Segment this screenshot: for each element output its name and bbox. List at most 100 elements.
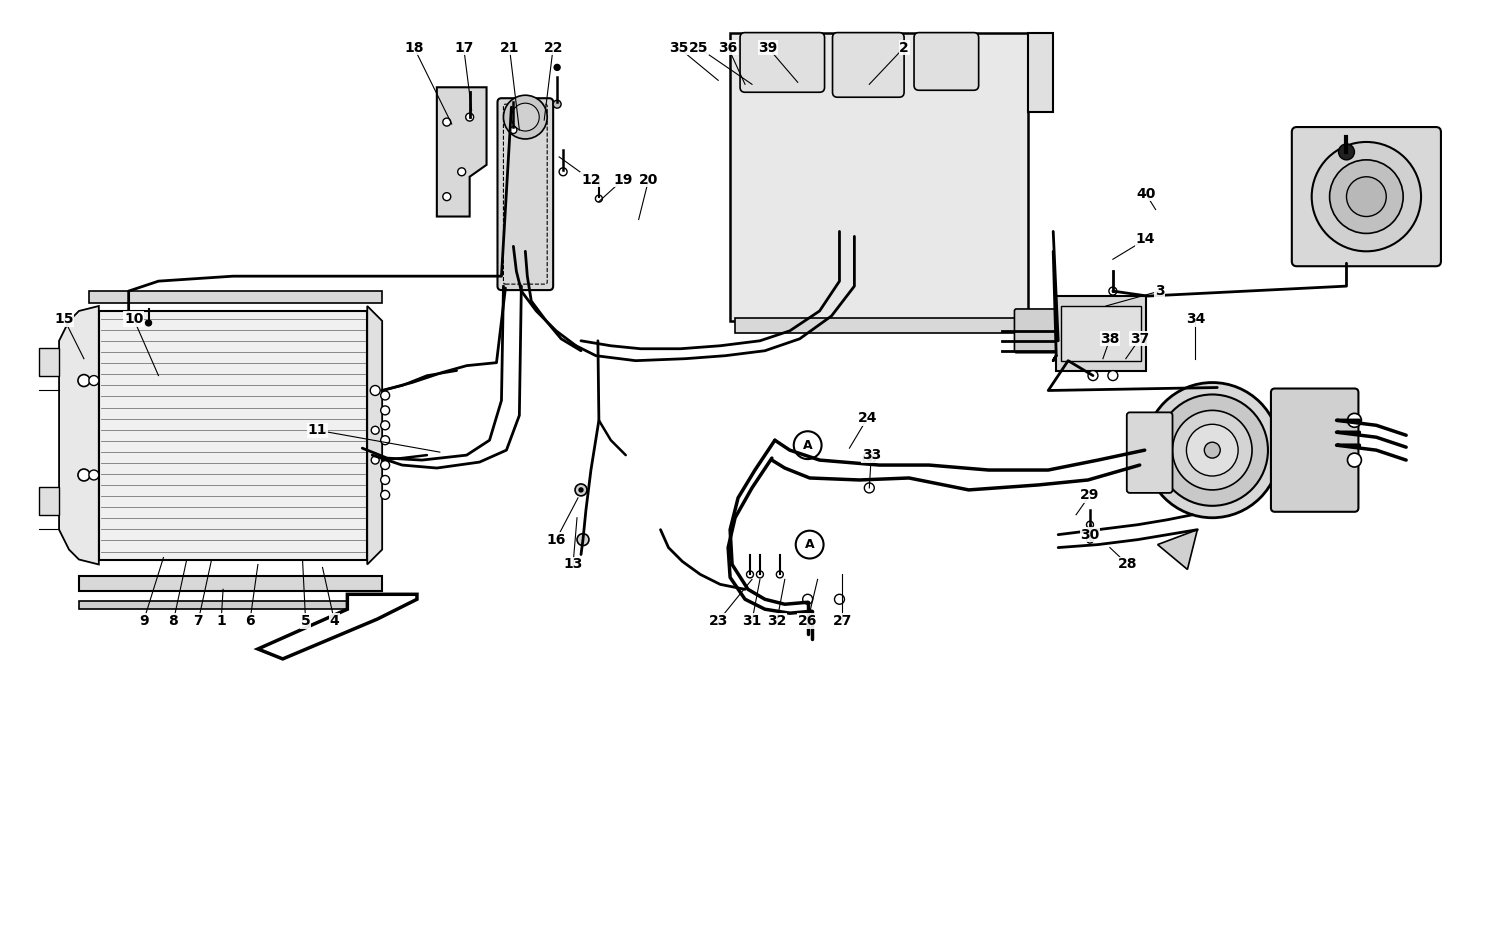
Text: 34: 34 bbox=[1185, 312, 1204, 326]
Circle shape bbox=[1347, 413, 1362, 428]
Bar bbox=[735, 318, 1023, 332]
Text: 8: 8 bbox=[168, 614, 178, 628]
Text: 38: 38 bbox=[1100, 332, 1119, 346]
Text: 37: 37 bbox=[1130, 332, 1149, 346]
Circle shape bbox=[1156, 394, 1268, 505]
Circle shape bbox=[504, 95, 548, 139]
Text: 14: 14 bbox=[1136, 233, 1155, 246]
Circle shape bbox=[756, 571, 764, 578]
Circle shape bbox=[867, 456, 871, 461]
Text: 19: 19 bbox=[614, 173, 633, 187]
Text: A: A bbox=[802, 439, 813, 451]
Circle shape bbox=[1338, 144, 1354, 160]
Circle shape bbox=[578, 534, 590, 545]
Text: 25: 25 bbox=[688, 41, 708, 54]
Text: 13: 13 bbox=[564, 558, 582, 572]
Text: 23: 23 bbox=[708, 614, 728, 628]
FancyBboxPatch shape bbox=[740, 32, 825, 92]
Bar bbox=[730, 32, 1029, 321]
Circle shape bbox=[802, 595, 813, 604]
FancyBboxPatch shape bbox=[1126, 412, 1173, 493]
Text: 24: 24 bbox=[858, 411, 877, 426]
Circle shape bbox=[554, 100, 561, 108]
Text: 32: 32 bbox=[766, 614, 786, 628]
Circle shape bbox=[381, 436, 390, 445]
Circle shape bbox=[1108, 370, 1118, 381]
Circle shape bbox=[560, 168, 567, 176]
Text: 17: 17 bbox=[454, 41, 474, 54]
Circle shape bbox=[381, 461, 390, 469]
Circle shape bbox=[1329, 160, 1402, 234]
Bar bbox=[80, 601, 382, 609]
Text: 20: 20 bbox=[639, 173, 658, 187]
Text: 1: 1 bbox=[216, 614, 226, 628]
Circle shape bbox=[510, 126, 518, 134]
Text: 29: 29 bbox=[1080, 488, 1100, 502]
FancyBboxPatch shape bbox=[914, 32, 978, 90]
Circle shape bbox=[747, 571, 753, 578]
Bar bbox=[39, 487, 58, 515]
Text: 33: 33 bbox=[861, 448, 880, 462]
Circle shape bbox=[864, 483, 874, 493]
Text: 35: 35 bbox=[669, 41, 688, 54]
Circle shape bbox=[442, 118, 452, 126]
Text: 26: 26 bbox=[798, 614, 818, 628]
Text: 5: 5 bbox=[300, 614, 310, 628]
Circle shape bbox=[465, 113, 474, 121]
FancyBboxPatch shape bbox=[1270, 389, 1359, 512]
Circle shape bbox=[146, 320, 152, 326]
Circle shape bbox=[458, 168, 465, 176]
Bar bbox=[39, 348, 58, 375]
Circle shape bbox=[579, 488, 584, 492]
Bar bbox=[99, 311, 368, 560]
Circle shape bbox=[596, 195, 603, 202]
Text: 9: 9 bbox=[140, 614, 148, 628]
Text: 4: 4 bbox=[330, 614, 339, 628]
Text: 39: 39 bbox=[759, 41, 777, 54]
Circle shape bbox=[574, 484, 586, 496]
Polygon shape bbox=[436, 87, 486, 217]
Text: 30: 30 bbox=[1080, 527, 1100, 541]
Text: 3: 3 bbox=[1155, 284, 1164, 298]
Circle shape bbox=[1204, 442, 1219, 458]
Circle shape bbox=[864, 452, 876, 464]
Circle shape bbox=[88, 375, 99, 386]
Polygon shape bbox=[368, 306, 382, 564]
Circle shape bbox=[381, 391, 390, 400]
Text: 31: 31 bbox=[742, 614, 762, 628]
Circle shape bbox=[381, 476, 390, 484]
Text: 12: 12 bbox=[580, 173, 600, 187]
FancyBboxPatch shape bbox=[1014, 309, 1056, 352]
Text: 22: 22 bbox=[543, 41, 562, 54]
Circle shape bbox=[794, 431, 822, 459]
Circle shape bbox=[834, 595, 844, 604]
Polygon shape bbox=[58, 306, 99, 564]
Text: 15: 15 bbox=[54, 312, 74, 326]
Circle shape bbox=[777, 571, 783, 578]
Circle shape bbox=[1086, 522, 1094, 528]
Bar bbox=[1029, 32, 1053, 112]
Circle shape bbox=[381, 490, 390, 500]
FancyBboxPatch shape bbox=[1292, 127, 1442, 266]
Circle shape bbox=[1088, 370, 1098, 381]
Circle shape bbox=[1311, 142, 1420, 252]
Text: 21: 21 bbox=[500, 41, 519, 54]
Text: 6: 6 bbox=[244, 614, 255, 628]
Bar bbox=[1060, 306, 1140, 361]
Circle shape bbox=[381, 406, 390, 415]
Circle shape bbox=[370, 427, 380, 434]
Circle shape bbox=[554, 65, 560, 70]
Bar bbox=[88, 291, 382, 303]
Bar bbox=[1056, 296, 1146, 370]
Circle shape bbox=[1347, 177, 1386, 217]
Text: 7: 7 bbox=[194, 614, 202, 628]
Circle shape bbox=[795, 531, 824, 559]
Circle shape bbox=[1186, 425, 1237, 476]
Circle shape bbox=[1144, 383, 1280, 518]
Text: 11: 11 bbox=[308, 424, 327, 437]
Text: 40: 40 bbox=[1136, 186, 1155, 200]
Text: 28: 28 bbox=[1118, 558, 1137, 572]
Text: A: A bbox=[806, 538, 814, 551]
FancyBboxPatch shape bbox=[498, 98, 554, 290]
Text: 2: 2 bbox=[898, 41, 909, 54]
